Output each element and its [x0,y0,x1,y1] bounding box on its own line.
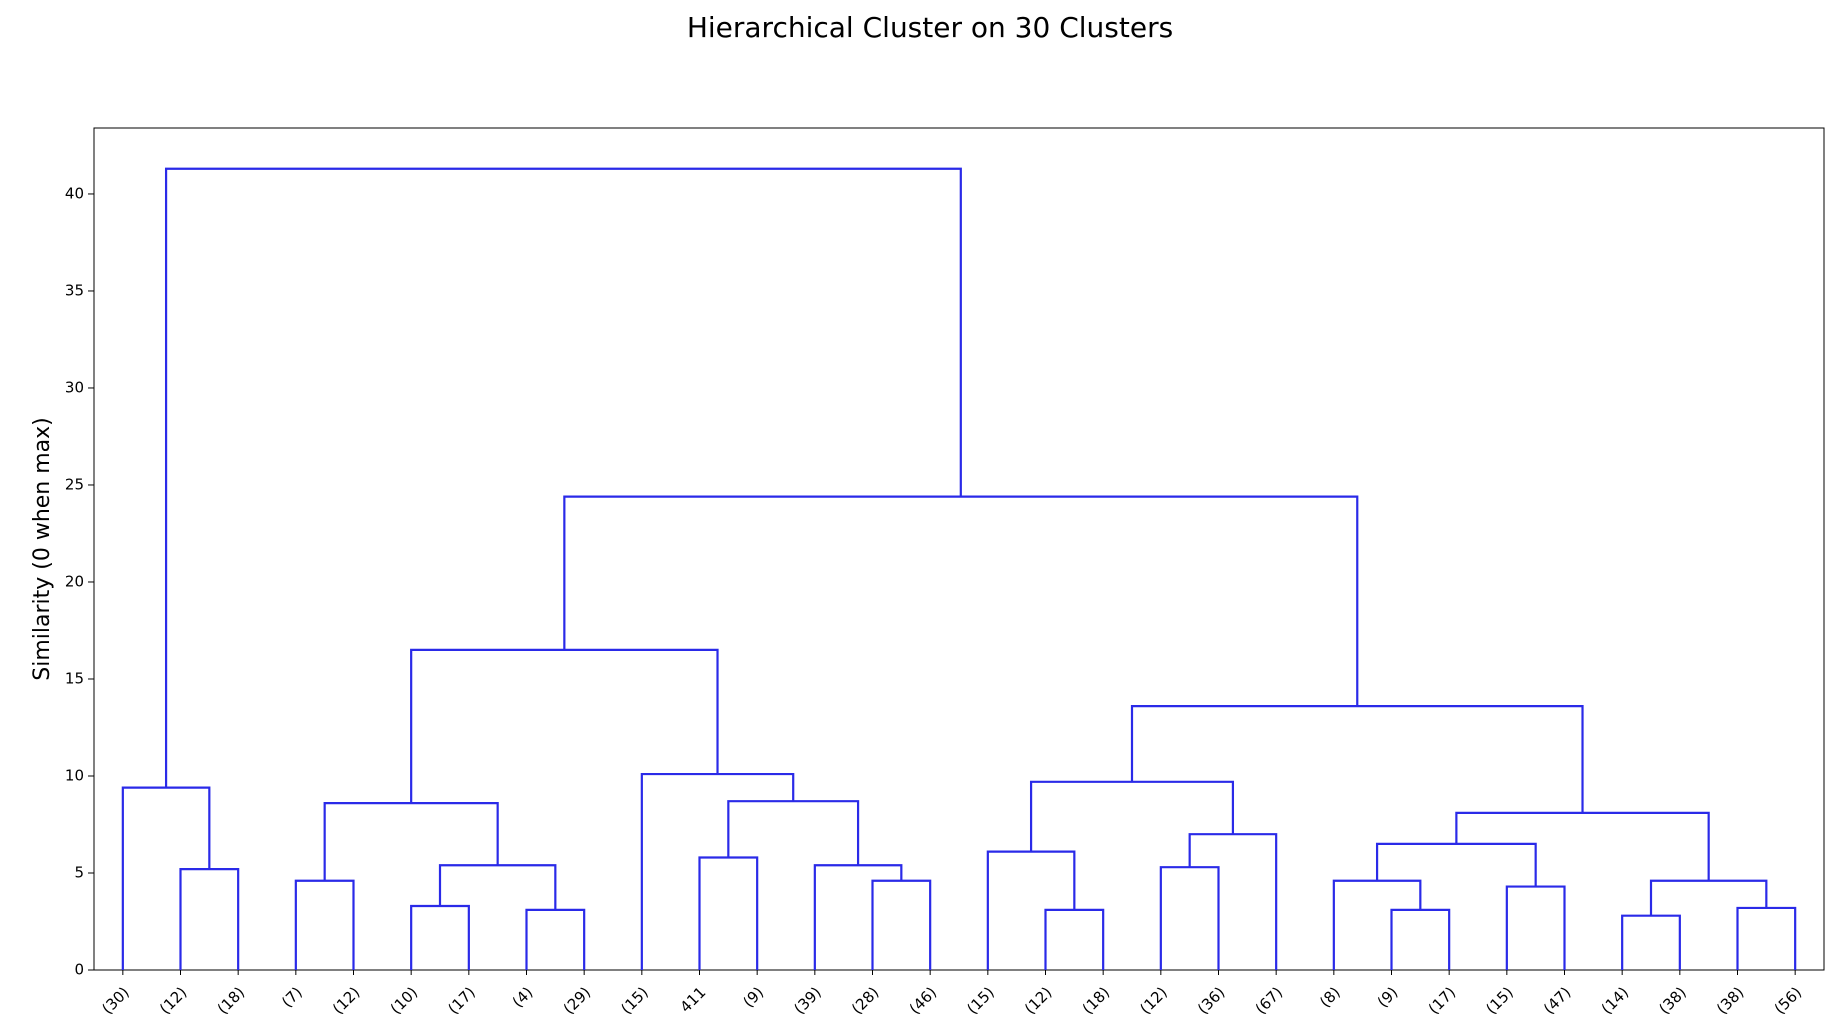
plot-frame [93,127,1825,971]
x-tick-label: (38) [1655,983,1690,1018]
x-tick-label: (12) [1136,983,1171,1018]
x-tick-label: (29) [560,983,595,1018]
link [1159,866,1220,970]
x-tick-label: (9) [1374,983,1402,1011]
chart-title: Hierarchical Cluster on 30 Clusters [687,11,1173,44]
x-tick-label: (9) [739,983,767,1011]
link [1188,833,1278,970]
x-tick-label: (39) [790,983,825,1018]
y-tick-label: 0 [74,961,84,979]
x-tick-label: (17) [1425,983,1460,1018]
x-tick-label: (46) [906,983,941,1018]
link [179,868,240,970]
x-tick-label: (10) [387,983,422,1018]
x-tick-label: (14) [1598,983,1633,1018]
x-tick-label: (56) [1771,983,1806,1018]
link [525,908,586,970]
y-tick-label: 35 [65,281,84,299]
x-tick-label: (28) [848,983,883,1018]
link [1736,906,1797,970]
link [1029,780,1235,852]
y-tick-label: 5 [74,863,84,881]
y-tick-label: 15 [65,669,84,687]
y-tick-label: 20 [65,572,84,590]
link [1621,914,1681,970]
link [164,167,962,788]
link [323,802,499,881]
x-tick-label: (18) [1079,983,1114,1018]
x-tick-label: (38) [1713,983,1748,1018]
y-tick-label: 40 [65,184,84,202]
link [410,648,719,804]
x-tick-label: (12) [156,983,191,1018]
x-tick-label: (12) [1021,983,1056,1018]
x-tick-label: (30) [98,983,133,1018]
x-tick-label: 411 [677,983,710,1016]
link [698,856,759,970]
x-tick-label: (15) [1482,983,1517,1018]
link [1332,879,1422,970]
link [727,800,860,866]
x-tick-label: (12) [329,983,364,1018]
x-tick-label: (8) [1316,983,1344,1011]
x-tick-label: (7) [278,983,306,1011]
link [871,879,932,970]
y-tick-label: 25 [65,475,84,493]
link [1649,879,1768,916]
y-tick-label: 10 [65,766,84,784]
link [1455,811,1710,881]
link [1130,705,1584,813]
link [1390,908,1451,970]
link [121,786,211,970]
x-tick-label: (15) [617,983,652,1018]
link [1044,908,1105,970]
link [1505,885,1566,970]
x-tick-label: (67) [1252,983,1287,1018]
y-axis-label: Similarity (0 when max) [30,417,55,681]
x-tick-label: (47) [1540,983,1575,1018]
x-tick-label: (4) [509,983,537,1011]
link [640,772,795,970]
link [563,495,1359,707]
y-tick-label: 30 [65,378,84,396]
link [438,864,557,910]
x-tick-label: (36) [1194,983,1229,1018]
x-tick-label: (18) [214,983,249,1018]
x-tick-label: (17) [444,983,479,1018]
link [294,879,355,970]
x-tick-label: (15) [963,983,998,1018]
link [410,904,470,970]
